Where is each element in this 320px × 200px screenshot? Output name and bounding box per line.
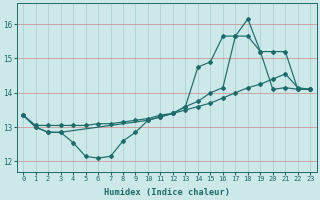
X-axis label: Humidex (Indice chaleur): Humidex (Indice chaleur) — [104, 188, 230, 197]
